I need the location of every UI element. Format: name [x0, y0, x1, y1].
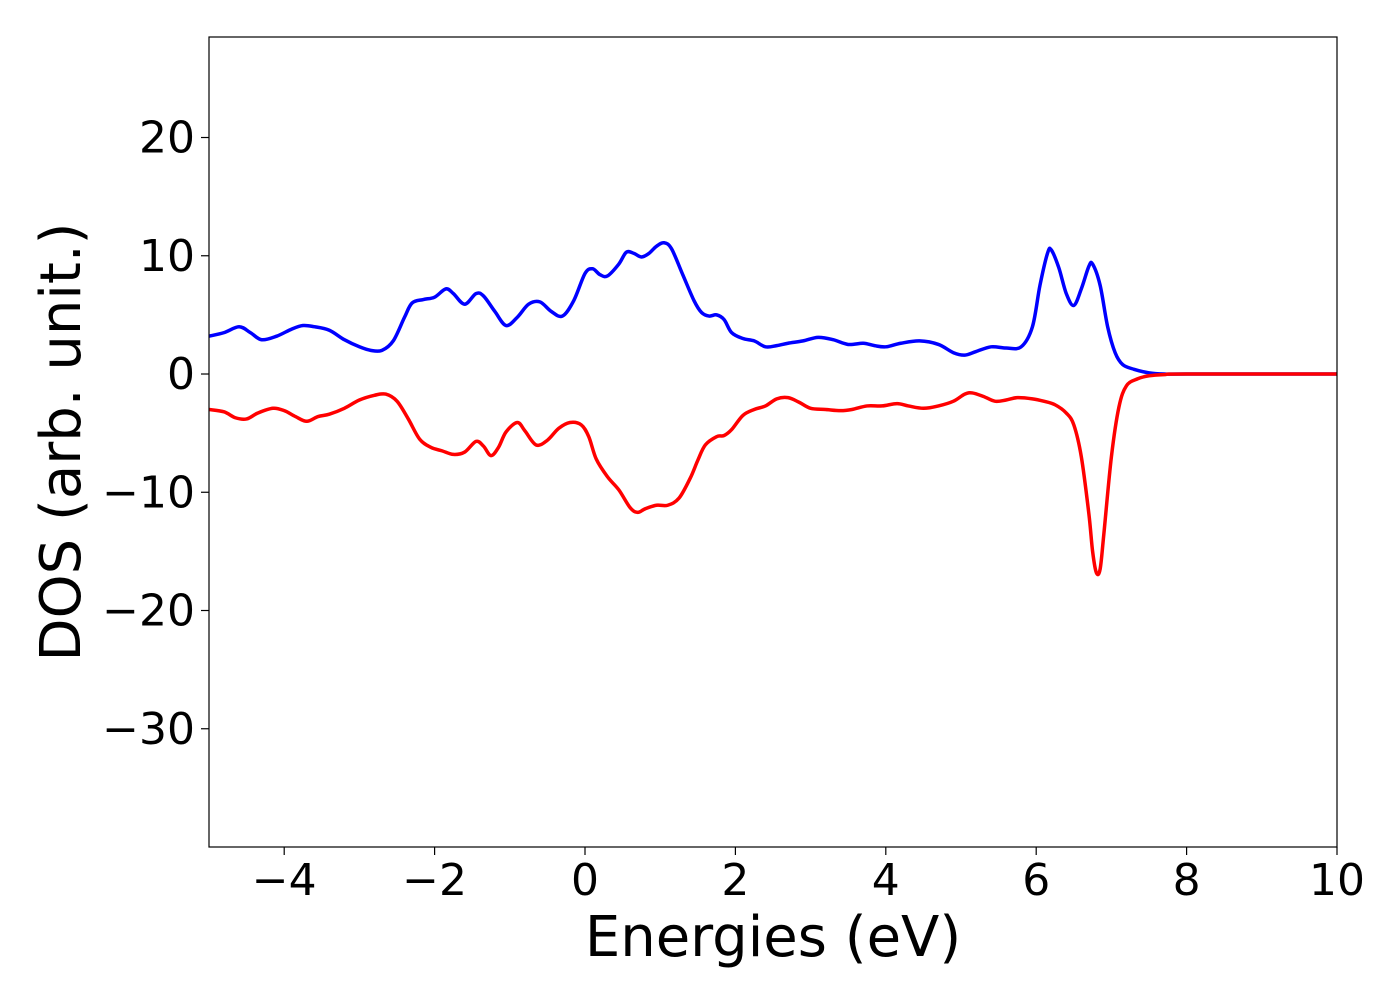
y-tick-label: 10 [139, 231, 195, 282]
x-tick-label: 6 [1022, 855, 1050, 906]
plot-frame [208, 36, 1338, 848]
x-tick-label: 0 [571, 855, 599, 906]
dos-line-blue [209, 240, 1337, 376]
y-tick-label: −30 [102, 704, 195, 755]
dos-line-red [209, 372, 1337, 577]
x-tick-label: −2 [402, 855, 467, 906]
x-tick-label: 10 [1309, 855, 1365, 906]
series-layer [209, 240, 1337, 577]
y-axis: −30 −20 −10 0 10 20 [102, 113, 209, 755]
y-tick-label: −10 [102, 467, 195, 518]
x-tick-label: −4 [252, 855, 317, 906]
y-tick-label: −20 [102, 586, 195, 637]
x-axis: −4 −2 0 2 4 6 8 10 [252, 847, 1365, 906]
y-tick-label: 0 [167, 349, 195, 400]
y-axis-title: DOS (arb. unit.) [29, 222, 94, 661]
x-tick-label: 4 [872, 855, 900, 906]
x-tick-label: 8 [1173, 855, 1201, 906]
y-tick-label: 20 [139, 113, 195, 164]
x-tick-label: 2 [721, 855, 749, 906]
x-axis-title: Energies (eV) [585, 905, 961, 970]
